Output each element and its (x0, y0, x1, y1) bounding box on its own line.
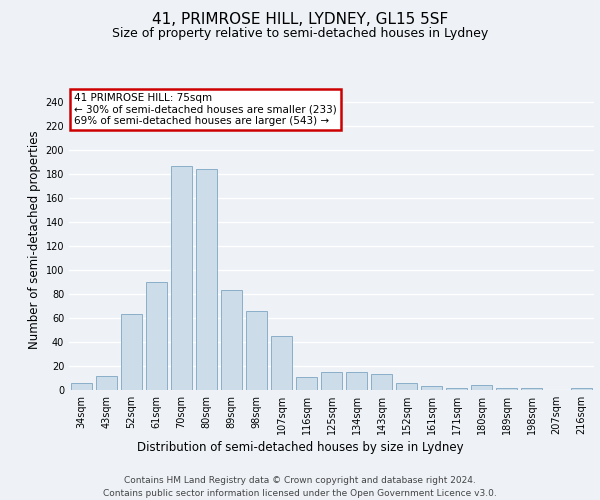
Bar (246, 311, 267, 390)
Bar (471, 385, 492, 390)
Bar (221, 290, 242, 390)
Text: Size of property relative to semi-detached houses in Lydney: Size of property relative to semi-detach… (112, 28, 488, 40)
Bar (96, 376, 117, 390)
Bar (571, 388, 592, 390)
Bar (171, 166, 192, 390)
Bar (271, 336, 292, 390)
Bar (521, 388, 542, 390)
Bar (371, 374, 392, 390)
Bar (421, 386, 442, 390)
Text: 41, PRIMROSE HILL, LYDNEY, GL15 5SF: 41, PRIMROSE HILL, LYDNEY, GL15 5SF (152, 12, 448, 28)
Bar (121, 314, 142, 390)
Bar (396, 383, 417, 390)
Bar (446, 388, 467, 390)
Text: Distribution of semi-detached houses by size in Lydney: Distribution of semi-detached houses by … (137, 441, 463, 454)
Text: Contains HM Land Registry data © Crown copyright and database right 2024.: Contains HM Land Registry data © Crown c… (124, 476, 476, 485)
Text: Contains public sector information licensed under the Open Government Licence v3: Contains public sector information licen… (103, 489, 497, 498)
Text: 41 PRIMROSE HILL: 75sqm
← 30% of semi-detached houses are smaller (233)
69% of s: 41 PRIMROSE HILL: 75sqm ← 30% of semi-de… (74, 93, 337, 126)
Bar (321, 372, 342, 390)
Bar (296, 377, 317, 390)
Y-axis label: Number of semi-detached properties: Number of semi-detached properties (28, 130, 41, 350)
Bar (496, 388, 517, 390)
Bar (146, 282, 167, 390)
Bar (346, 372, 367, 390)
Bar (71, 383, 92, 390)
Bar (196, 169, 217, 390)
